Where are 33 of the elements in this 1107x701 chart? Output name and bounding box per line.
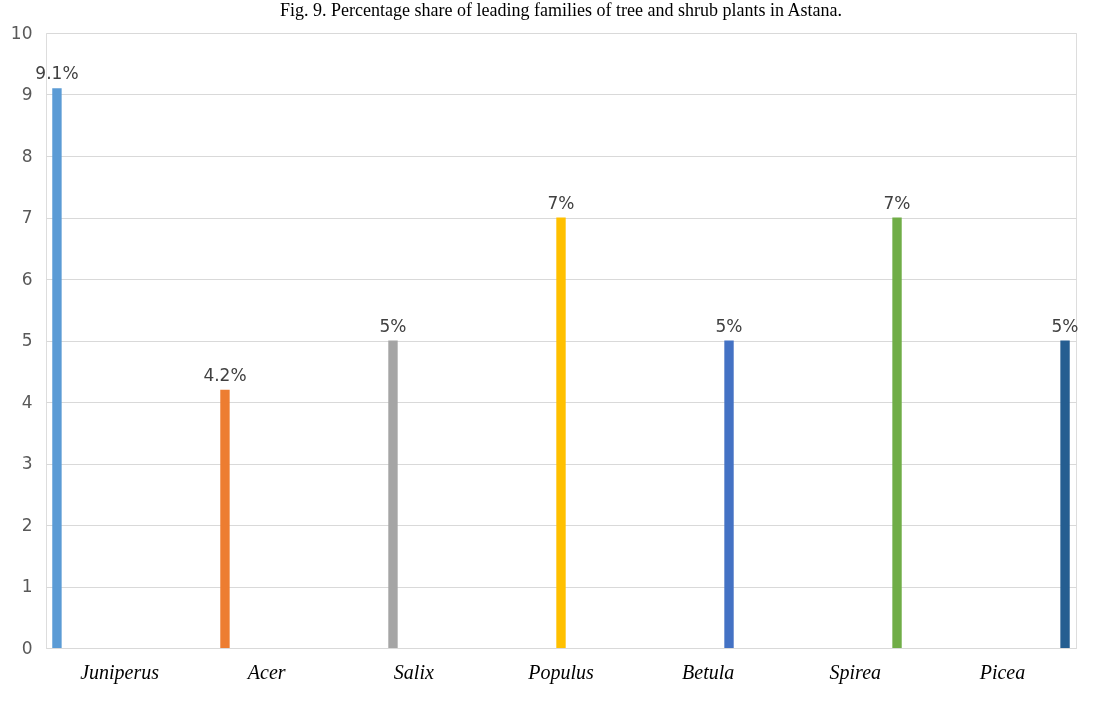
x-tick-label: Spirea	[829, 660, 882, 684]
x-tick-label: Juniperus	[80, 660, 160, 684]
y-tick-label: 1	[21, 576, 33, 596]
y-tick-label: 5	[21, 330, 33, 350]
x-tick-label: Acer	[245, 660, 286, 683]
x-tick-label: Picea	[978, 660, 1026, 683]
data-label: 5%	[715, 315, 743, 336]
data-label: 9.1%	[35, 63, 79, 84]
x-tick-label: Populus	[527, 660, 594, 684]
data-label: 7%	[883, 192, 911, 213]
y-tick-label: 10	[10, 22, 33, 43]
bar	[1060, 340, 1070, 648]
y-tick-label: 2	[21, 514, 33, 535]
bar	[556, 217, 566, 648]
y-tick-label: 7	[21, 207, 33, 227]
bar	[892, 217, 902, 648]
x-tick-label: Salix	[393, 660, 434, 683]
y-tick-label: 6	[21, 268, 33, 289]
x-tick-label: Betula	[682, 660, 735, 683]
data-label: 4.2%	[203, 364, 247, 385]
y-tick-label: 8	[21, 145, 33, 166]
chart-title: Fig. 9. Percentage share of leading families of tree and shrub plants in Astana.	[280, 0, 842, 20]
y-tick-label: 0	[21, 637, 33, 658]
bar	[220, 389, 230, 648]
data-label: 5%	[379, 315, 407, 336]
y-tick-label: 3	[21, 453, 33, 473]
y-tick-label: 4	[21, 391, 33, 412]
bar	[388, 340, 398, 648]
bar	[52, 88, 62, 648]
data-label: 5%	[1051, 315, 1079, 336]
y-tick-label: 9	[21, 84, 33, 104]
data-label: 7%	[547, 192, 575, 213]
bar	[724, 340, 734, 648]
